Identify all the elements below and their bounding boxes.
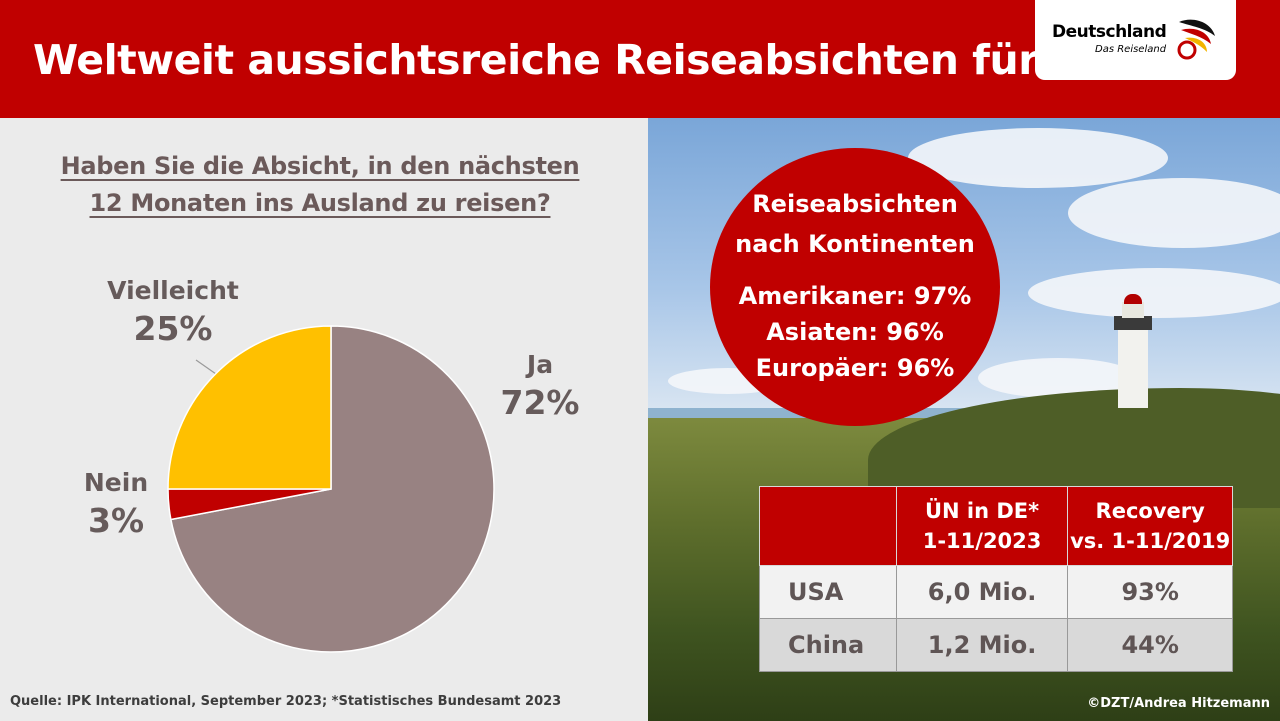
logo-name: Deutschland <box>1052 22 1167 42</box>
photo-credit: ©DZT/Andrea Hitzemann <box>1087 696 1270 711</box>
continent-item: Amerikaner: 97% <box>738 282 972 310</box>
slice-name-vielleicht: Vielleicht <box>107 276 239 305</box>
slice-label-nein: Nein 3% <box>70 468 162 540</box>
continents-title-line-2: nach Kontinenten <box>735 230 975 258</box>
continent-item: Asiaten: 96% <box>766 318 944 346</box>
continents-list: Amerikaner: 97% Asiaten: 96% Europäer: 9… <box>710 278 1000 386</box>
leader-line-vielleicht <box>195 359 217 375</box>
continents-title-line-1: Reiseabsichten <box>752 190 958 218</box>
slice-label-vielleicht: Vielleicht 25% <box>88 276 258 348</box>
table-header-cell: Recovery vs. 1-11/2019 <box>1067 486 1233 566</box>
table-cell-country: China <box>759 618 897 672</box>
lighthouse-lamp <box>1122 302 1144 318</box>
photo-cloud <box>1028 268 1280 318</box>
logo-subtitle: Das Reiseland <box>1095 44 1167 55</box>
slice-name-nein: Nein <box>83 468 149 497</box>
pie-slice-ja <box>170 325 495 653</box>
logo: Deutschland Das Reiseland <box>1035 0 1236 80</box>
continents-badge: Reiseabsichten nach Kontinenten Amerikan… <box>710 148 1000 426</box>
table-header-cell: ÜN in DE* 1-11/2023 <box>895 486 1069 566</box>
header-bar: Weltweit aussichtsreiche Reiseabsichten … <box>0 0 1280 118</box>
table-cell: 93% <box>1067 565 1233 619</box>
slice-value-nein: 3% <box>87 501 145 540</box>
table-cell: 6,0 Mio. <box>895 565 1069 619</box>
slice-value-vielleicht: 25% <box>133 309 213 348</box>
pie-slice-vielleicht <box>167 325 332 490</box>
table-header-cell <box>759 486 897 566</box>
photo-cloud <box>908 128 1168 188</box>
lighthouse-gallery <box>1114 316 1152 330</box>
table-row: China 1,2 Mio. 44% <box>759 618 1233 672</box>
photo-cloud <box>1068 178 1280 248</box>
continents-title: Reiseabsichten nach Kontinenten <box>710 184 1000 264</box>
lighthouse-tower <box>1118 328 1148 408</box>
table-row: USA 6,0 Mio. 93% <box>759 565 1233 619</box>
table-cell: 1,2 Mio. <box>895 618 1069 672</box>
lighthouse-roof <box>1124 294 1142 304</box>
table-cell-country: USA <box>759 565 897 619</box>
table-cell: 44% <box>1067 618 1233 672</box>
survey-question: Haben Sie die Absicht, in den nächsten 1… <box>20 148 620 222</box>
logo-emblem-icon <box>1177 19 1215 60</box>
slice-label-ja: Ja 72% <box>490 350 590 422</box>
continent-item: Europäer: 96% <box>755 354 955 382</box>
pie-chart <box>167 325 495 653</box>
slice-name-ja: Ja <box>526 350 554 379</box>
table-header-row: ÜN in DE* 1-11/2023 Recovery vs. 1-11/20… <box>759 486 1233 566</box>
stats-table: ÜN in DE* 1-11/2023 Recovery vs. 1-11/20… <box>759 486 1233 672</box>
slice-value-ja: 72% <box>500 383 580 422</box>
source-note: Quelle: IPK International, September 202… <box>10 694 562 709</box>
question-line-1: Haben Sie die Absicht, in den nächsten <box>60 152 580 180</box>
question-line-2: 12 Monaten ins Ausland zu reisen? <box>89 189 551 217</box>
page-title: Weltweit aussichtsreiche Reiseabsichten … <box>33 36 1164 84</box>
